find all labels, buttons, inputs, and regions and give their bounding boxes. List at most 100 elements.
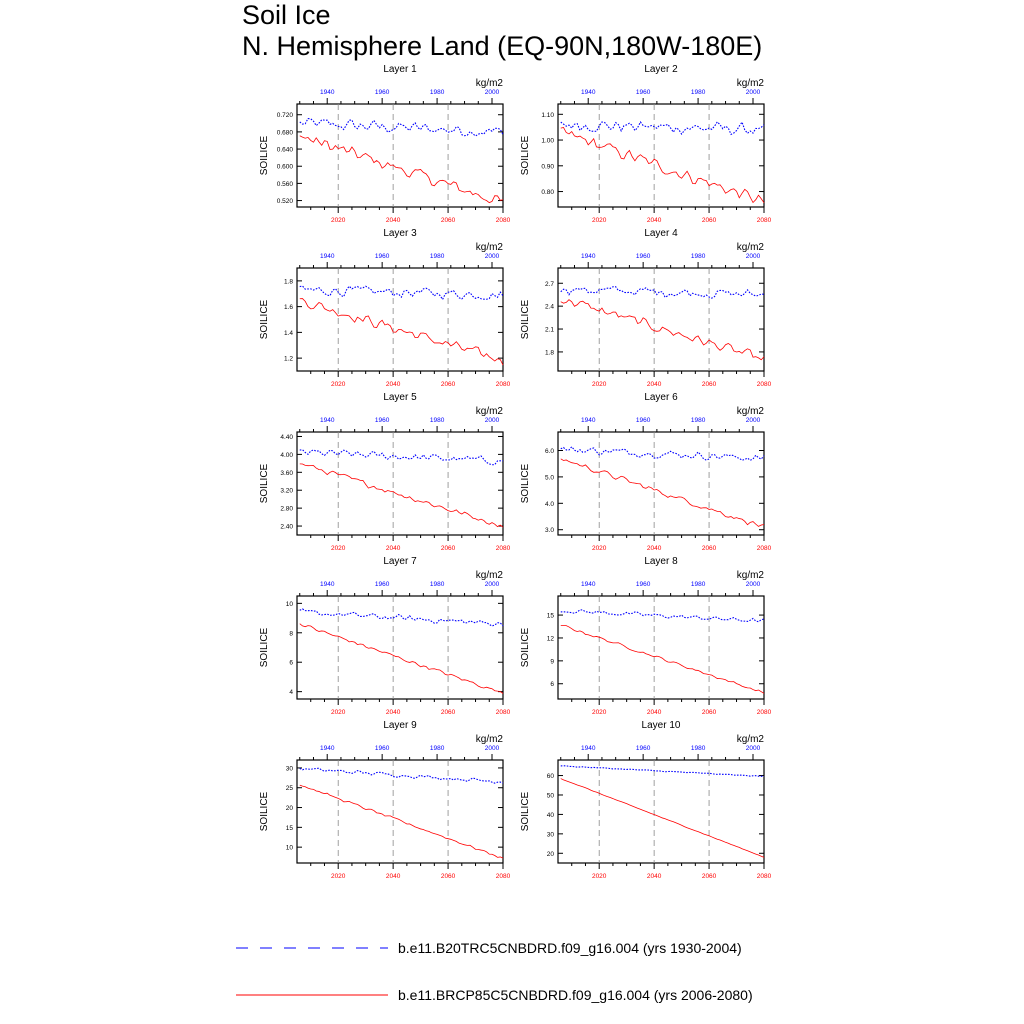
x-tick-label-future: 2060 [441, 217, 456, 224]
x-tick-label-historical: 2000 [746, 89, 761, 96]
series-line-future [560, 624, 765, 694]
x-tick-label-historical: 1960 [636, 745, 651, 752]
panel-layer-5: Layer 5 kg/m2 SOILICE 2.40 2.80 3.20 3.60 4.00 4… [259, 392, 511, 552]
x-tick-label-future: 2080 [496, 545, 511, 552]
x-tick-label-future: 2060 [702, 217, 717, 224]
x-tick-label-future: 2020 [331, 217, 346, 224]
panel-title: Layer 3 [383, 228, 417, 239]
series-line-future [299, 463, 504, 528]
series-line-future [299, 298, 504, 366]
x-tick-label-future: 2060 [441, 381, 456, 388]
y-tick-label: 1.8 [284, 278, 293, 285]
series-line-historical [299, 608, 504, 627]
x-tick-label-future: 2040 [386, 381, 401, 388]
panel-title: Layer 1 [383, 64, 417, 75]
plot-frame [296, 759, 504, 864]
series-line-historical [560, 445, 765, 461]
series-line-future [560, 778, 765, 858]
x-tick-label-historical: 1940 [320, 253, 335, 260]
x-tick-label-future: 2040 [386, 545, 401, 552]
x-tick-label-historical: 1960 [636, 253, 651, 260]
x-tick-label-future: 2020 [592, 709, 607, 716]
y-tick-label: 3.60 [280, 470, 293, 477]
x-tick-label-historical: 1980 [691, 89, 706, 96]
x-tick-label-historical: 2000 [485, 253, 500, 260]
x-tick-label-future: 2080 [757, 873, 772, 880]
x-tick-label-future: 2020 [592, 545, 607, 552]
x-tick-label-historical: 2000 [485, 581, 500, 588]
x-tick-label-historical: 2000 [746, 253, 761, 260]
y-tick-label: 30 [286, 765, 294, 772]
y-axis-label: SOILICE [520, 627, 531, 667]
x-tick-label-future: 2060 [441, 873, 456, 880]
y-tick-label: 1.00 [541, 138, 554, 145]
y-tick-label: 4.40 [280, 434, 293, 441]
panel-title: Layer 6 [644, 392, 678, 403]
x-tick-label-future: 2020 [331, 545, 346, 552]
x-tick-label-future: 2040 [647, 545, 662, 552]
units-label: kg/m2 [737, 242, 765, 253]
y-tick-label: 10 [286, 845, 294, 852]
y-tick-label: 30 [547, 831, 555, 838]
units-label: kg/m2 [476, 734, 504, 745]
y-tick-label: 6 [550, 681, 554, 688]
y-tick-label: 0.600 [277, 164, 294, 171]
x-tick-label-historical: 2000 [746, 745, 761, 752]
y-tick-label: 9 [550, 658, 554, 665]
series-line-future [560, 126, 765, 204]
y-tick-label: 4.00 [280, 452, 293, 459]
x-tick-label-historical: 1940 [320, 89, 335, 96]
x-tick-label-future: 2040 [647, 217, 662, 224]
y-tick-label: 0.680 [277, 129, 294, 136]
y-axis-label: SOILICE [259, 627, 270, 667]
legend: b.e11.B20TRC5CNBDRD.f09_g16.004 (yrs 193… [236, 940, 753, 1003]
y-tick-label: 40 [547, 812, 555, 819]
legend-label: b.e11.B20TRC5CNBDRD.f09_g16.004 (yrs 193… [398, 940, 742, 956]
x-tick-label-future: 2060 [441, 545, 456, 552]
panel-layer-4: Layer 4 kg/m2 SOILICE 1.8 2.1 2.4 2.7 2020 2040 2… [520, 228, 772, 388]
y-tick-label: 8 [289, 630, 293, 637]
x-tick-label-historical: 1960 [375, 581, 390, 588]
x-tick-label-future: 2020 [331, 873, 346, 880]
x-tick-label-future: 2020 [331, 709, 346, 716]
legend-label: b.e11.BRCP85C5CNBDRD.f09_g16.004 (yrs 20… [398, 987, 753, 1003]
y-axis-label: SOILICE [520, 135, 531, 175]
y-tick-label: 0.80 [541, 189, 554, 196]
series-line-historical [560, 120, 765, 136]
x-tick-label-historical: 1980 [691, 417, 706, 424]
units-label: kg/m2 [476, 242, 504, 253]
x-tick-label-future: 2040 [647, 709, 662, 716]
plot-frame [557, 431, 765, 536]
y-axis-label: SOILICE [259, 791, 270, 831]
plot-frame [557, 595, 765, 700]
x-tick-label-future: 2020 [331, 381, 346, 388]
x-tick-label-future: 2020 [592, 381, 607, 388]
y-axis-label: SOILICE [259, 135, 270, 175]
x-tick-label-future: 2080 [496, 217, 511, 224]
y-tick-label: 20 [286, 805, 294, 812]
x-tick-label-historical: 1980 [430, 417, 445, 424]
x-tick-label-future: 2060 [702, 545, 717, 552]
series-line-historical [560, 286, 765, 299]
units-label: kg/m2 [737, 406, 765, 417]
series-line-future [299, 784, 504, 859]
series-line-historical [299, 449, 504, 466]
y-tick-label: 1.6 [284, 304, 293, 311]
x-tick-label-future: 2060 [702, 873, 717, 880]
series-line-future [560, 299, 765, 361]
series-line-historical [299, 117, 504, 137]
panel-layer-8: Layer 8 kg/m2 SOILICE 6 9 12 15 2020 2040 2060 208… [520, 556, 772, 716]
x-tick-label-future: 2060 [702, 709, 717, 716]
series-line-historical [560, 609, 765, 623]
x-tick-label-future: 2040 [647, 381, 662, 388]
x-tick-label-historical: 1960 [375, 253, 390, 260]
x-tick-label-future: 2060 [702, 381, 717, 388]
x-tick-label-future: 2020 [592, 873, 607, 880]
x-tick-label-historical: 1960 [375, 89, 390, 96]
series-line-future [299, 623, 504, 694]
panel-layer-2: Layer 2 kg/m2 SOILICE 0.80 0.90 1.00 1.10 2020 2… [520, 64, 772, 224]
x-tick-label-historical: 1980 [691, 581, 706, 588]
y-tick-label: 10 [286, 601, 294, 608]
y-tick-label: 4.0 [545, 501, 554, 508]
